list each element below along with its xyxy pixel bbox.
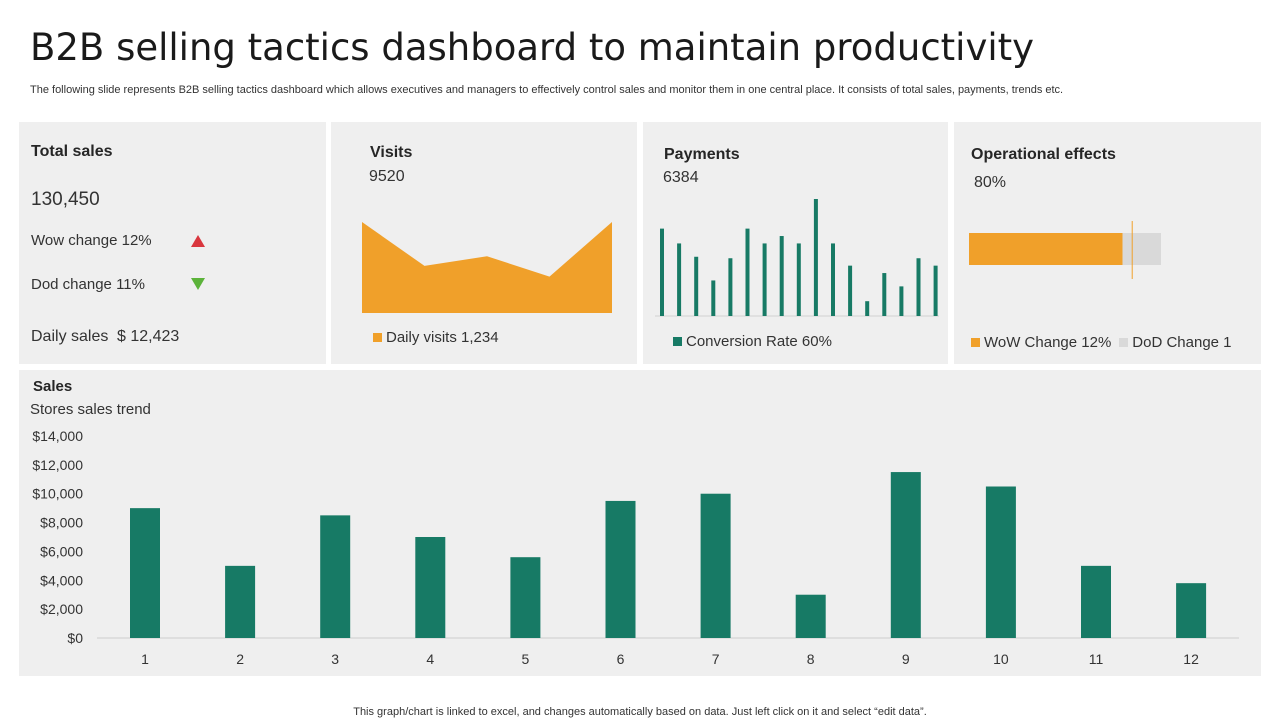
daily-sales-value: $ 12,423 <box>117 328 180 345</box>
sales-bar-1 <box>130 508 160 638</box>
visits-panel: Visits 9520 Daily visits 1,234 <box>331 122 637 364</box>
sales-subtitle: Stores sales trend <box>30 401 151 418</box>
sales-bar-4 <box>415 537 446 638</box>
payments-bar-5 <box>728 258 733 316</box>
y-tick-label: $4,000 <box>40 572 83 588</box>
payments-bar-12 <box>848 265 853 316</box>
payments-bar-14 <box>882 273 887 316</box>
payments-bar-8 <box>779 236 784 316</box>
sales-bar-7 <box>700 493 731 638</box>
sales-bar-10 <box>985 486 1016 638</box>
x-tick-label: 11 <box>1089 651 1104 667</box>
visits-title: Visits <box>370 144 413 161</box>
legend-swatch-green <box>673 337 682 346</box>
x-tick-label: 10 <box>993 651 1009 667</box>
x-tick-label: 9 <box>902 651 910 667</box>
operational-title: Operational effects <box>971 146 1116 163</box>
visits-value: 9520 <box>369 168 405 185</box>
x-tick-label: 6 <box>617 651 625 667</box>
sales-bar-9 <box>890 472 921 638</box>
legend-swatch-grey <box>1119 338 1129 347</box>
sales-bar-chart: $0 $2,000 $4,000 $6,000 $8,000 $10,000 $12,000… <box>32 428 1239 667</box>
sales-bar-5 <box>510 557 541 638</box>
page-title: B2B selling tactics dashboard to maintai… <box>30 26 1035 69</box>
wow-change-bar <box>969 233 1123 265</box>
up-triangle-icon <box>191 235 205 247</box>
y-tick-label: $0 <box>67 630 83 646</box>
page-subtitle: The following slide represents B2B selli… <box>30 84 1064 96</box>
y-tick-label: $2,000 <box>40 601 83 617</box>
payments-bar-10 <box>813 199 818 316</box>
sales-bar-3 <box>320 515 351 638</box>
payments-bar-11 <box>831 243 835 316</box>
dod-change-label: Dod change 11% <box>31 276 145 293</box>
operational-panel: Operational effects 80% WoW Change 12% D… <box>954 122 1261 364</box>
payments-bar-15 <box>899 286 904 316</box>
operational-value: 80% <box>974 174 1007 191</box>
x-tick-label: 2 <box>236 651 244 667</box>
sales-bar-12 <box>1176 583 1207 638</box>
payments-bar-9 <box>796 243 801 316</box>
payments-bar-16 <box>916 258 921 316</box>
x-tick-label: 4 <box>426 651 434 667</box>
payments-bar-6 <box>745 228 750 316</box>
sales-bar-6 <box>605 500 636 638</box>
visits-area-chart <box>361 221 613 313</box>
x-tick-label: 7 <box>712 651 720 667</box>
payments-bar-2 <box>677 243 682 316</box>
payments-bar-13 <box>865 301 870 316</box>
x-tick-label: 8 <box>807 651 815 667</box>
total-sales-title: Total sales <box>31 143 113 160</box>
sales-bar-8 <box>795 594 826 638</box>
x-tick-label: 3 <box>331 651 339 667</box>
total-sales-value: 130,450 <box>31 189 100 210</box>
sales-panel: Sales Stores sales trend $0 $2,000 $4,000 $… <box>19 370 1261 676</box>
x-tick-label: 12 <box>1183 651 1199 667</box>
sales-bar-2 <box>225 565 256 638</box>
y-tick-label: $10,000 <box>32 486 83 502</box>
operational-legend: WoW Change 12% DoD Change 1 <box>971 334 1232 351</box>
visits-legend-label: Daily visits 1,234 <box>386 329 499 346</box>
visits-legend: Daily visits 1,234 <box>373 329 499 346</box>
dod-legend-label: DoD Change 1 <box>1132 334 1232 351</box>
wow-legend-label: WoW Change 12% <box>984 334 1112 351</box>
payments-bar-1 <box>660 228 664 316</box>
legend-swatch-orange <box>971 338 980 347</box>
y-tick-label: $12,000 <box>32 457 83 473</box>
payments-title: Payments <box>664 146 740 163</box>
y-tick-label: $14,000 <box>32 428 83 444</box>
payments-bar-chart <box>655 199 939 317</box>
sales-title: Sales <box>33 378 73 395</box>
payments-value: 6384 <box>663 169 699 186</box>
operational-bar-chart <box>969 221 1161 279</box>
payments-bar-17 <box>933 265 938 316</box>
legend-swatch-orange <box>373 333 382 342</box>
payments-bar-4 <box>711 280 716 316</box>
down-triangle-icon <box>191 278 205 290</box>
payments-bar-3 <box>694 256 699 316</box>
y-tick-label: $8,000 <box>40 515 83 531</box>
payments-bar-7 <box>762 243 767 316</box>
x-tick-label: 5 <box>522 651 530 667</box>
payments-legend: Conversion Rate 60% <box>673 333 832 350</box>
y-tick-label: $6,000 <box>40 543 83 559</box>
payments-legend-label: Conversion Rate 60% <box>686 333 832 350</box>
dod-change-bar <box>1122 233 1161 265</box>
payments-panel: Payments 6384 Conversion Rate 60% <box>643 122 948 364</box>
visits-area <box>362 222 612 313</box>
daily-sales-label: Daily sales <box>31 328 109 345</box>
footer-note: This graph/chart is linked to excel, and… <box>353 706 927 718</box>
total-sales-panel: Total sales 130,450 Wow change 12% Dod c… <box>19 122 326 364</box>
sales-bar-11 <box>1081 565 1111 638</box>
x-tick-label: 1 <box>141 651 149 667</box>
wow-change-label: Wow change 12% <box>31 232 152 249</box>
